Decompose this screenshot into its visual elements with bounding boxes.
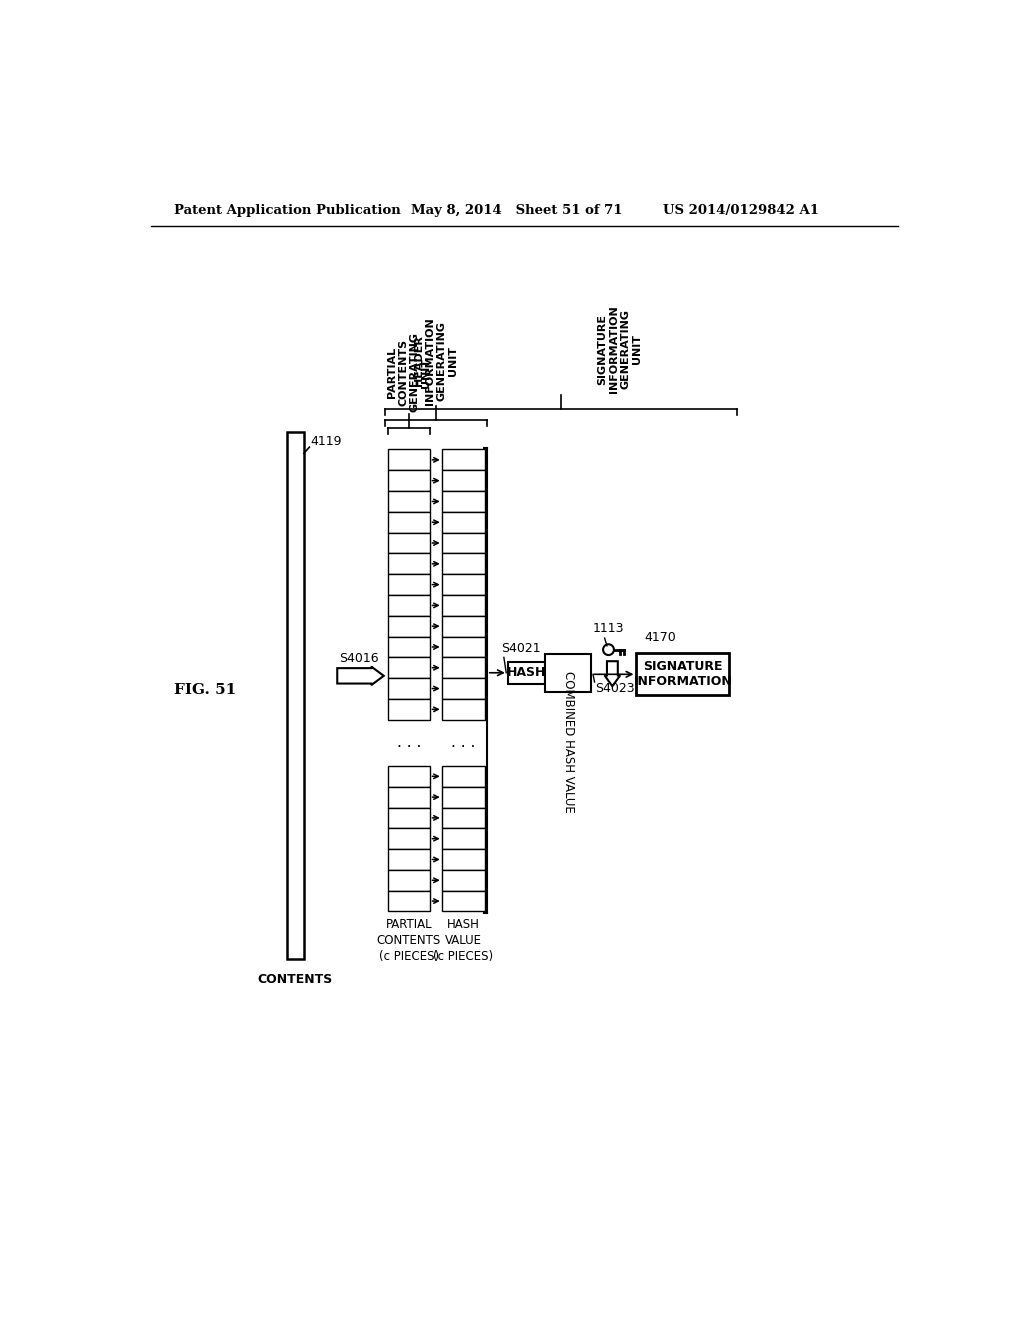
Bar: [442, 657, 484, 678]
Bar: [442, 553, 484, 574]
Bar: [442, 533, 484, 553]
Text: . . .: . . .: [396, 735, 421, 750]
Bar: [442, 636, 484, 657]
Bar: [388, 870, 430, 891]
Bar: [442, 700, 484, 719]
Bar: [442, 470, 484, 491]
Bar: [442, 595, 484, 615]
Bar: [442, 808, 484, 829]
Bar: [442, 678, 484, 700]
Text: 4170: 4170: [644, 631, 676, 644]
Text: Patent Application Publication: Patent Application Publication: [174, 205, 401, 218]
Bar: [442, 870, 484, 891]
Bar: [388, 787, 430, 808]
Bar: [388, 449, 430, 470]
Bar: [442, 616, 484, 636]
Bar: [388, 829, 430, 849]
Bar: [508, 663, 545, 684]
FancyArrow shape: [604, 661, 621, 686]
Bar: [442, 766, 484, 787]
Bar: [287, 432, 304, 960]
Text: CONTENTS: CONTENTS: [258, 973, 333, 986]
Bar: [442, 491, 484, 512]
Bar: [388, 766, 430, 787]
Text: HASH: HASH: [507, 667, 546, 680]
Text: 1113: 1113: [593, 622, 625, 635]
Text: US 2014/0129842 A1: US 2014/0129842 A1: [663, 205, 819, 218]
Bar: [442, 849, 484, 870]
Text: HEADER
INFORMATION
GENERATING
UNIT: HEADER INFORMATION GENERATING UNIT: [414, 317, 459, 405]
Text: SIGNATURE
INFORMATION
GENERATING
UNIT: SIGNATURE INFORMATION GENERATING UNIT: [597, 305, 642, 393]
Text: COMBINED HASH VALUE: COMBINED HASH VALUE: [562, 671, 574, 813]
Bar: [388, 700, 430, 719]
Bar: [545, 653, 592, 692]
Bar: [442, 449, 484, 470]
Text: S4021: S4021: [502, 642, 541, 655]
Text: SIGNATURE
INFORMATION: SIGNATURE INFORMATION: [634, 660, 732, 688]
Text: S4016: S4016: [340, 652, 379, 665]
Text: . . .: . . .: [451, 735, 475, 750]
Text: May 8, 2014   Sheet 51 of 71: May 8, 2014 Sheet 51 of 71: [411, 205, 623, 218]
FancyArrow shape: [337, 667, 384, 685]
Bar: [442, 574, 484, 595]
Bar: [388, 891, 430, 911]
Bar: [388, 849, 430, 870]
Bar: [636, 653, 729, 696]
Bar: [388, 636, 430, 657]
Text: PARTIAL
CONTENTS
(c PIECES): PARTIAL CONTENTS (c PIECES): [377, 917, 441, 962]
Bar: [388, 678, 430, 700]
Text: FIG. 51: FIG. 51: [174, 682, 237, 697]
Bar: [388, 512, 430, 533]
Bar: [388, 553, 430, 574]
Bar: [442, 787, 484, 808]
Bar: [442, 829, 484, 849]
Bar: [388, 574, 430, 595]
Bar: [442, 891, 484, 911]
Text: 4119: 4119: [310, 436, 342, 449]
Bar: [388, 808, 430, 829]
Bar: [388, 657, 430, 678]
Text: S4023: S4023: [595, 681, 635, 694]
Bar: [388, 491, 430, 512]
Bar: [442, 512, 484, 533]
Bar: [388, 616, 430, 636]
Text: HASH
VALUE
(c PIECES): HASH VALUE (c PIECES): [433, 917, 494, 962]
Bar: [388, 595, 430, 615]
Bar: [388, 470, 430, 491]
Text: PARTIAL
CONTENTS
GENERATING
UNIT: PARTIAL CONTENTS GENERATING UNIT: [386, 333, 431, 412]
Bar: [388, 533, 430, 553]
